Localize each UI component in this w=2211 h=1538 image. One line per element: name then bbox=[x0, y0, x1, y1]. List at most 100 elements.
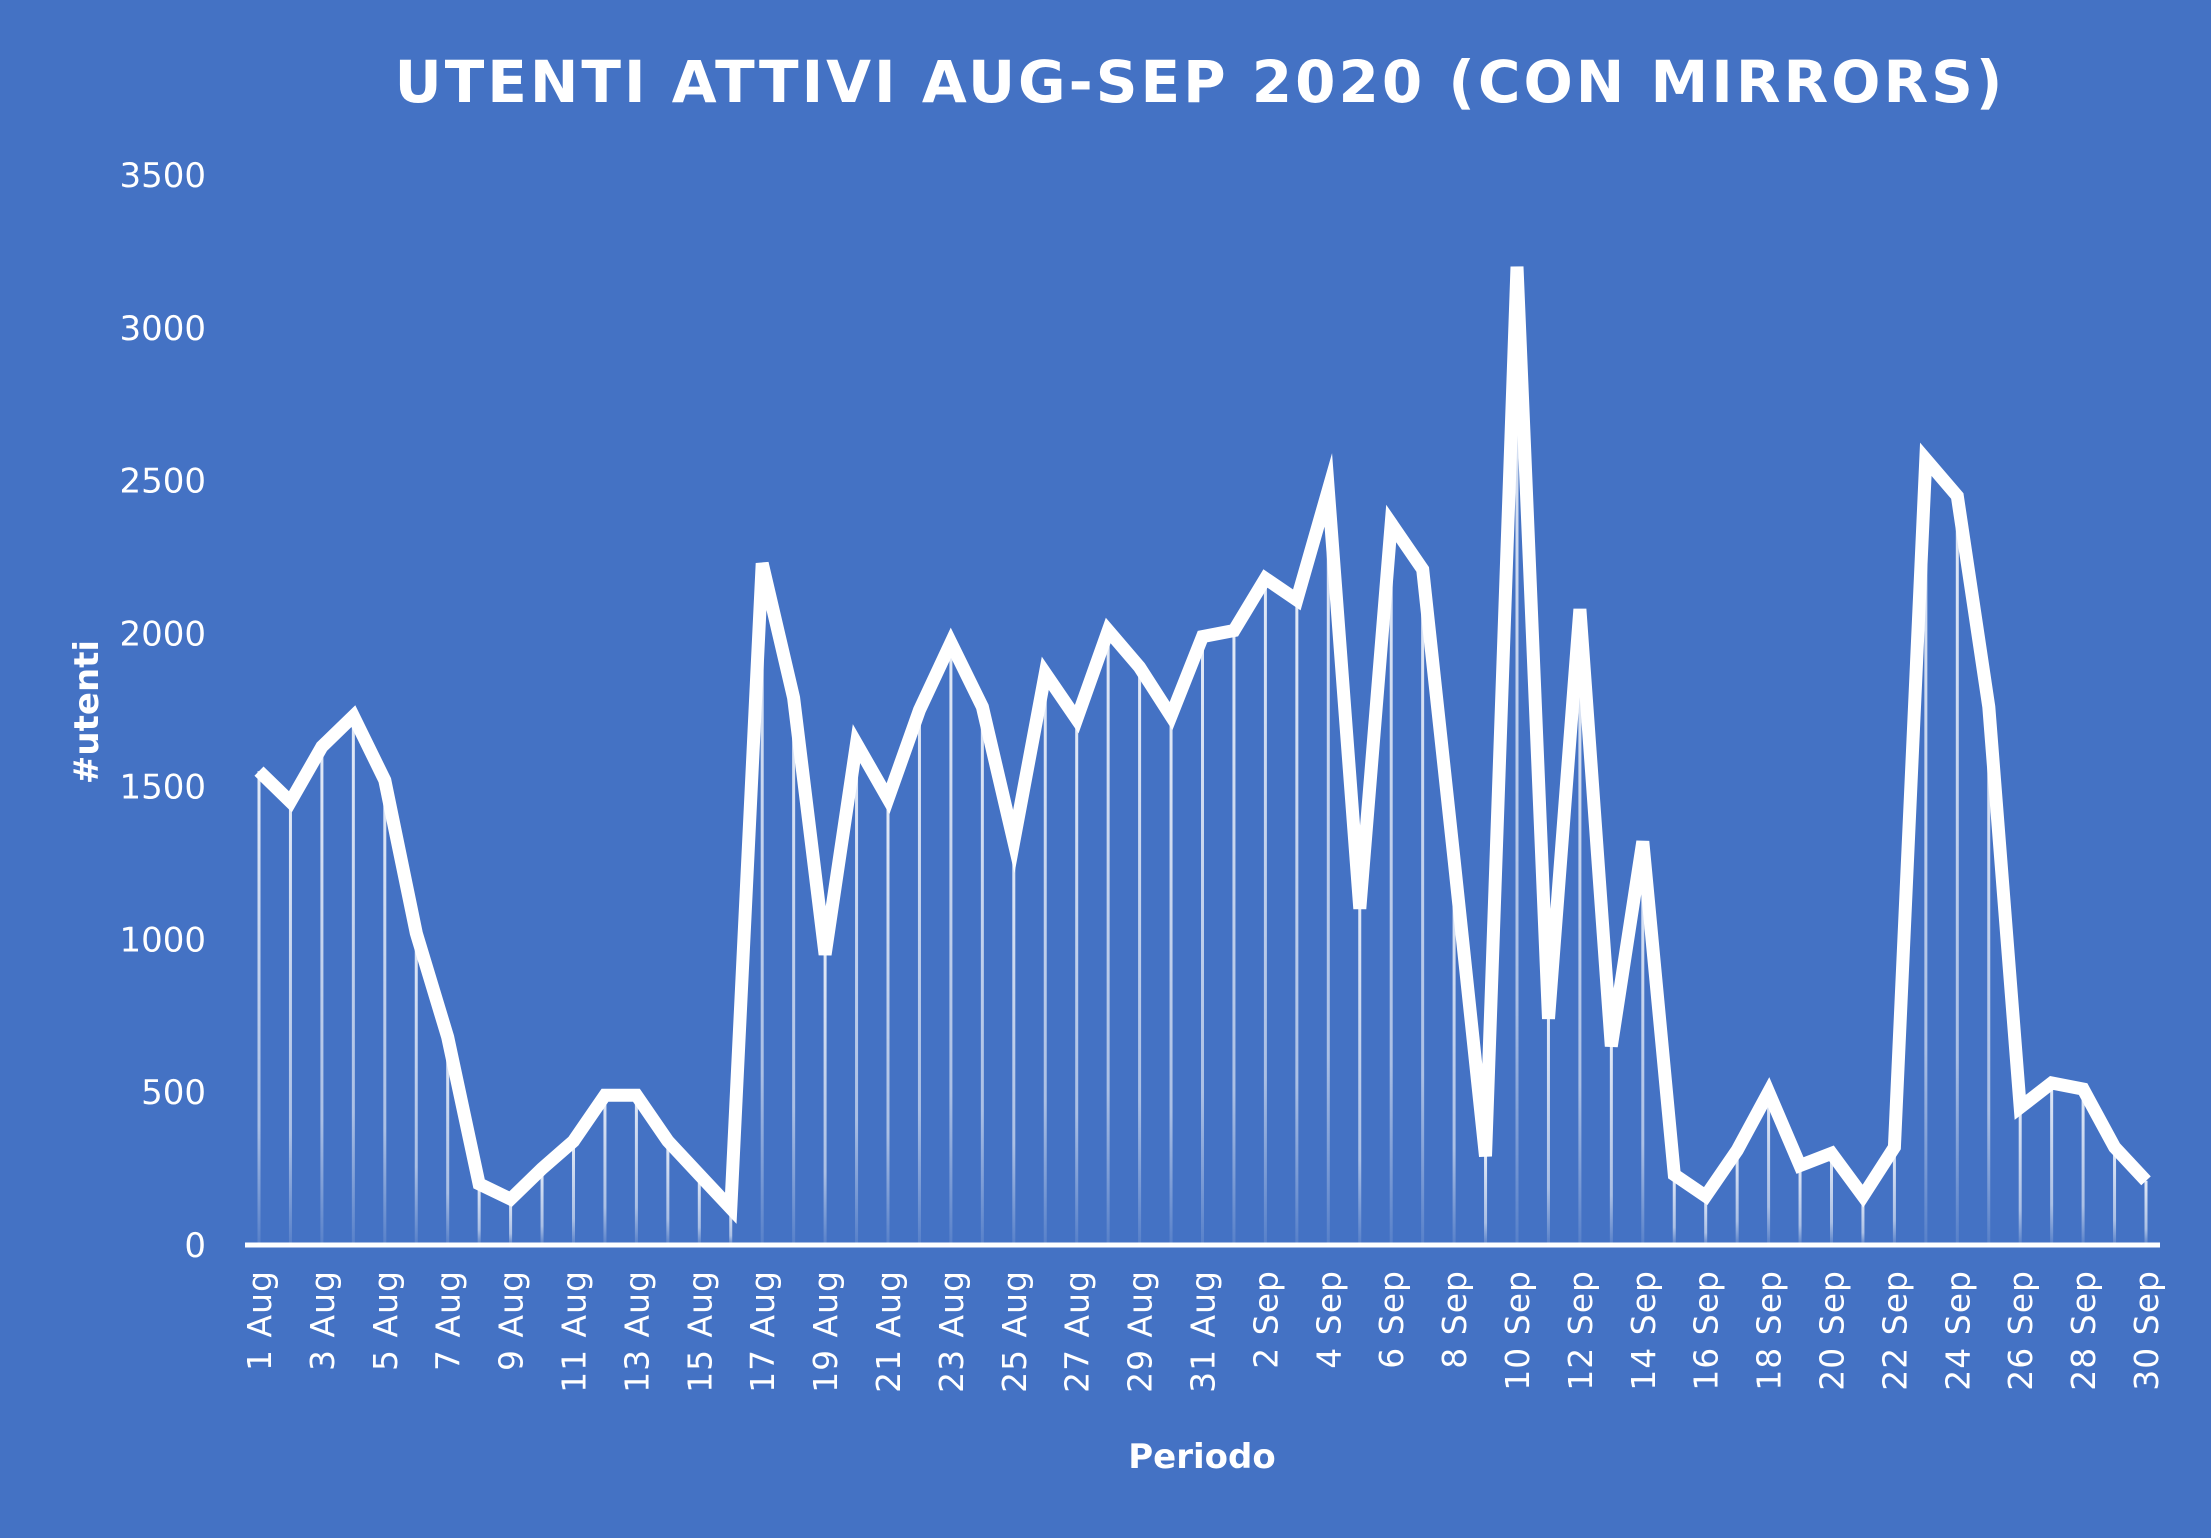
drop-line-11-aug bbox=[572, 1141, 575, 1245]
x-tick-label: 25 Aug bbox=[995, 1270, 1034, 1393]
drop-line-2-sep bbox=[1263, 578, 1267, 1245]
x-tick-label: 30 Sep bbox=[2127, 1270, 2166, 1391]
drop-line-24-aug bbox=[980, 706, 984, 1245]
drop-line-28-aug bbox=[1106, 630, 1110, 1245]
drop-line-22-sep bbox=[1892, 1147, 1896, 1245]
drop-line-13-sep bbox=[1609, 1046, 1613, 1245]
y-tick-label: 1000 bbox=[119, 920, 206, 960]
drop-line-4-sep bbox=[1326, 489, 1330, 1245]
x-tick-label: 5 Aug bbox=[366, 1270, 405, 1371]
x-tick-label: 14 Sep bbox=[1624, 1270, 1663, 1391]
drop-line-10-sep bbox=[1515, 266, 1519, 1245]
drop-line-23-aug bbox=[949, 642, 953, 1245]
x-tick-label: 4 Sep bbox=[1309, 1270, 1348, 1369]
x-tick-label: 22 Sep bbox=[1875, 1270, 1914, 1391]
y-tick-label: 1500 bbox=[119, 767, 206, 807]
drop-line-13-aug bbox=[634, 1095, 638, 1245]
x-tick-label: 11 Aug bbox=[555, 1270, 594, 1393]
drop-line-15-sep bbox=[1672, 1174, 1676, 1245]
drop-line-5-sep bbox=[1358, 908, 1362, 1245]
drop-line-30-aug bbox=[1169, 716, 1173, 1245]
drop-line-1-aug bbox=[257, 771, 261, 1245]
x-tick-label: 27 Aug bbox=[1058, 1270, 1097, 1393]
x-tick-label: 6 Sep bbox=[1372, 1270, 1411, 1369]
drop-line-7-aug bbox=[446, 1037, 450, 1245]
drop-line-8-aug bbox=[477, 1183, 481, 1245]
x-tick-label: 20 Sep bbox=[1813, 1270, 1852, 1391]
x-tick-label: 17 Aug bbox=[743, 1270, 782, 1393]
drop-line-6-aug bbox=[414, 933, 418, 1245]
x-tick-label: 12 Sep bbox=[1561, 1270, 1600, 1391]
drop-line-14-sep bbox=[1641, 841, 1645, 1245]
drop-line-9-sep bbox=[1484, 1156, 1488, 1245]
drop-line-9-aug bbox=[509, 1199, 513, 1245]
drop-line-22-aug bbox=[917, 710, 921, 1245]
drop-line-31-aug bbox=[1201, 636, 1204, 1245]
y-tick-label: 3500 bbox=[119, 156, 206, 196]
drop-line-25-aug bbox=[1012, 841, 1016, 1245]
drop-line-26-aug bbox=[1043, 673, 1047, 1245]
drop-line-12-aug bbox=[603, 1095, 607, 1245]
drop-line-1-sep bbox=[1232, 630, 1236, 1245]
x-tick-label: 1 Aug bbox=[240, 1270, 279, 1371]
drop-line-4-aug bbox=[351, 716, 355, 1245]
x-tick-label: 18 Sep bbox=[1750, 1270, 1789, 1391]
drop-line-19-aug bbox=[823, 954, 827, 1245]
drop-line-19-sep bbox=[1798, 1165, 1802, 1245]
x-tick-label: 31 Aug bbox=[1184, 1270, 1223, 1393]
chart-title: UTENTI ATTIVI AUG-SEP 2020 (CON MIRRORS) bbox=[395, 48, 2006, 116]
drop-line-29-sep bbox=[2113, 1147, 2117, 1245]
drop-line-16-aug bbox=[729, 1208, 733, 1245]
drop-line-17-aug bbox=[760, 563, 764, 1245]
x-tick-label: 9 Aug bbox=[492, 1270, 531, 1371]
drop-line-25-sep bbox=[1987, 706, 1991, 1245]
x-tick-label: 19 Aug bbox=[806, 1270, 845, 1393]
drop-line-14-aug bbox=[666, 1141, 670, 1245]
drop-line-7-sep bbox=[1421, 569, 1425, 1245]
drop-line-18-aug bbox=[792, 697, 796, 1245]
drop-line-27-sep bbox=[2050, 1082, 2054, 1245]
drop-line-15-aug bbox=[697, 1174, 701, 1245]
y-tick-label: 2500 bbox=[119, 462, 206, 502]
drop-line-27-aug bbox=[1075, 719, 1079, 1245]
drop-line-23-sep bbox=[1924, 459, 1928, 1245]
drop-line-28-sep bbox=[2081, 1089, 2085, 1245]
drop-line-29-aug bbox=[1138, 667, 1142, 1245]
drop-line-3-aug bbox=[320, 746, 324, 1245]
drop-line-8-sep bbox=[1452, 859, 1456, 1245]
drop-line-20-sep bbox=[1830, 1153, 1833, 1245]
x-tick-label: 10 Sep bbox=[1498, 1270, 1537, 1391]
drop-line-11-sep bbox=[1546, 1018, 1550, 1245]
x-axis-title: Periodo bbox=[1128, 1437, 1275, 1477]
drop-line-26-sep bbox=[2018, 1107, 2022, 1245]
x-tick-label: 15 Aug bbox=[680, 1270, 719, 1393]
x-tick-label: 28 Sep bbox=[2064, 1270, 2103, 1391]
drop-line-6-sep bbox=[1389, 523, 1393, 1245]
drop-line-12-sep bbox=[1578, 609, 1582, 1245]
y-tick-label: 2000 bbox=[119, 615, 206, 655]
drop-line-24-sep bbox=[1955, 496, 1959, 1245]
y-tick-label: 3000 bbox=[119, 309, 206, 349]
x-tick-label: 8 Sep bbox=[1435, 1270, 1474, 1369]
drop-line-5-aug bbox=[383, 780, 387, 1245]
x-tick-label: 21 Aug bbox=[869, 1270, 908, 1393]
x-tick-label: 2 Sep bbox=[1246, 1270, 1285, 1369]
x-tick-label: 26 Sep bbox=[2001, 1270, 2040, 1391]
y-tick-label: 500 bbox=[141, 1073, 206, 1113]
drop-line-17-sep bbox=[1735, 1150, 1739, 1245]
drop-line-3-sep bbox=[1295, 599, 1299, 1245]
drop-line-21-aug bbox=[886, 798, 890, 1245]
x-tick-label: 23 Aug bbox=[932, 1270, 971, 1393]
drop-line-30-sep bbox=[2144, 1180, 2148, 1245]
drop-line-10-aug bbox=[540, 1168, 544, 1245]
series-line bbox=[254, 266, 2151, 1224]
drop-line-2-aug bbox=[288, 801, 292, 1245]
x-tick-label: 24 Sep bbox=[1938, 1270, 1977, 1391]
x-axis-tick-labels: 1 Aug 3 Aug 5 Aug 7 Aug 9 Aug 11 Aug 13 Aug 15 … bbox=[240, 1270, 2166, 1393]
x-tick-label: 13 Aug bbox=[617, 1270, 656, 1393]
drop-line-18-sep bbox=[1767, 1092, 1771, 1245]
y-axis-tick-labels: 0 500 1000 1500 2000 2500 3000 3500 bbox=[119, 156, 206, 1266]
drop-line-16-sep bbox=[1704, 1196, 1708, 1245]
y-axis-title: #utenti bbox=[67, 640, 107, 784]
